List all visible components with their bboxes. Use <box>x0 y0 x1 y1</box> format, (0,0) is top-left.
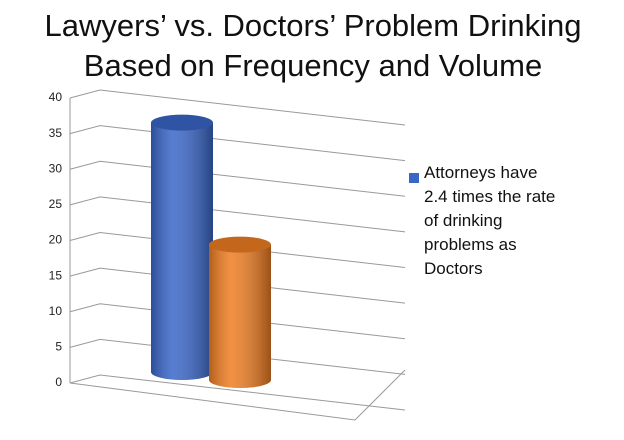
y-tick-label: 15 <box>49 268 63 282</box>
bar-shade <box>151 122 213 372</box>
legend-marker <box>409 173 419 183</box>
legend-label: Attorneys have 2.4 times the rate of dri… <box>424 163 556 278</box>
y-tick-label: 10 <box>49 304 63 318</box>
y-tick-label: 20 <box>49 233 63 247</box>
grid-line <box>69 303 406 340</box>
grid-line <box>69 196 406 233</box>
bar-top <box>151 114 213 131</box>
chart-title: Lawyers’ vs. Doctors’ Problem Drinking B… <box>44 8 582 83</box>
y-tick-label: 5 <box>55 340 62 354</box>
grid-line <box>69 160 406 197</box>
y-tick-label: 0 <box>55 375 62 389</box>
y-tick-label: 30 <box>49 161 63 175</box>
axes: 0 5 10 15 20 25 30 35 40 <box>49 89 406 421</box>
bar-shade <box>209 244 271 380</box>
y-tick-label: 35 <box>49 126 63 140</box>
grid-line <box>69 374 406 411</box>
grid-line <box>69 231 406 268</box>
floor <box>69 369 406 421</box>
y-tick-label: 40 <box>49 90 63 104</box>
grid-line <box>69 338 406 375</box>
grid-line <box>69 267 406 304</box>
bars <box>151 114 271 388</box>
bar-top <box>209 236 271 253</box>
grid-line <box>69 125 406 162</box>
grid-line <box>69 89 406 126</box>
y-tick-label: 25 <box>49 197 63 211</box>
